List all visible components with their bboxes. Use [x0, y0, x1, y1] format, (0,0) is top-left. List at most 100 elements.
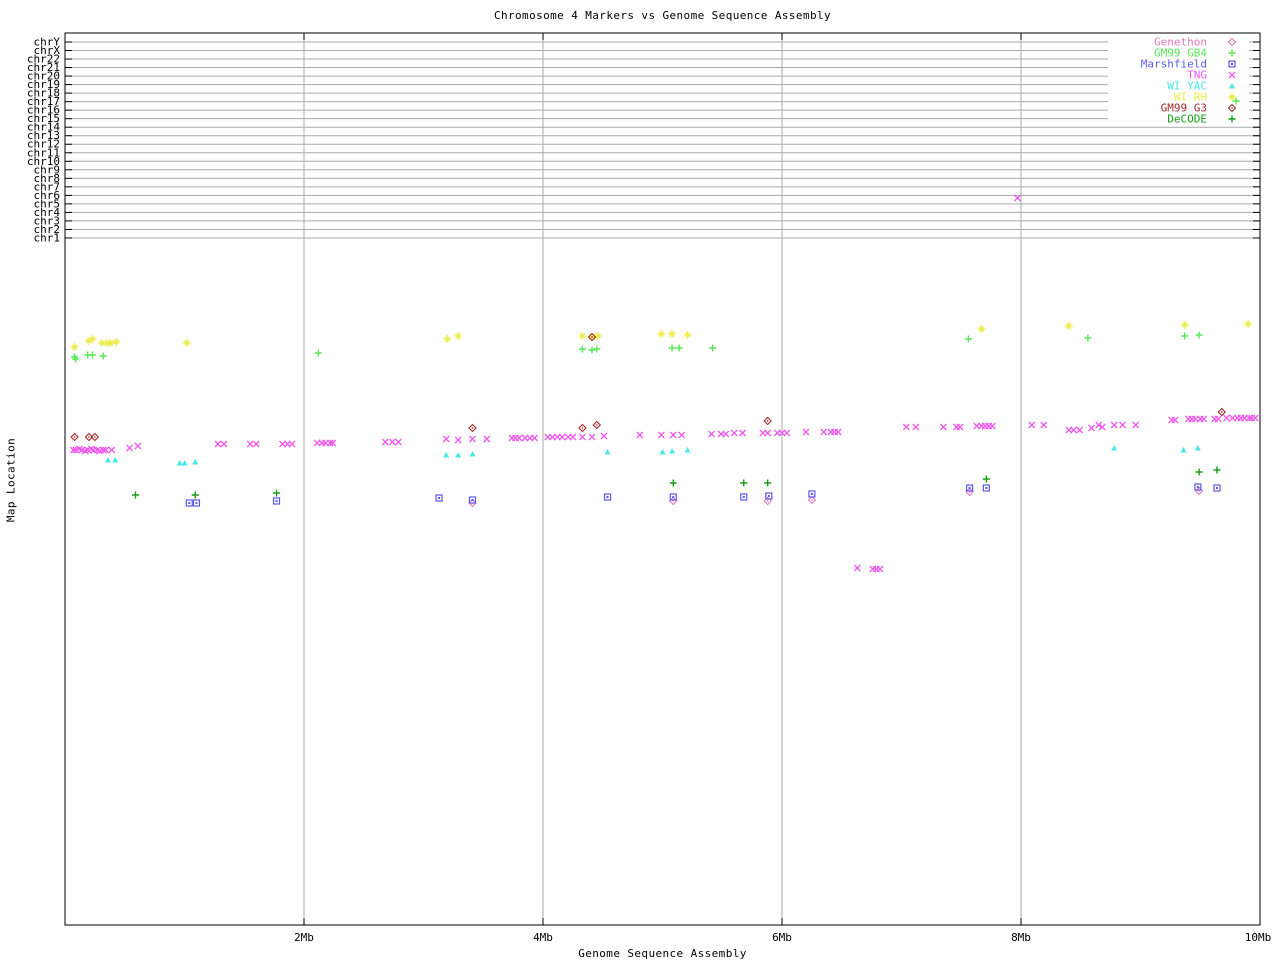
data-point-tng	[214, 440, 222, 448]
data-point-gm99-g3	[90, 432, 100, 442]
data-point-wi-rh	[683, 331, 692, 339]
data-point-decode	[669, 479, 677, 487]
x-tick-label: 6Mb	[772, 931, 792, 944]
data-point-wi-yac	[181, 460, 188, 466]
data-point-tng	[876, 565, 884, 573]
data-point-decode	[982, 475, 990, 483]
data-point-marshfield	[1194, 483, 1202, 491]
data-point-tng	[1223, 414, 1230, 422]
data-point-gm99-gb4	[675, 344, 683, 352]
x-axis-label: Genome Sequence Assembly	[578, 947, 747, 960]
data-point-tng	[246, 440, 254, 448]
data-point-tng	[678, 431, 686, 439]
data-point-wi-rh	[112, 338, 121, 346]
data-point-decode	[191, 491, 199, 499]
chromosome-label: chr21	[27, 61, 60, 74]
data-point-genethon	[1194, 486, 1204, 496]
data-point-wi-yac	[112, 457, 119, 463]
legend-marker	[1228, 115, 1236, 123]
data-point-tng	[1088, 424, 1095, 432]
data-point-tng	[394, 438, 402, 446]
data-point-tng	[326, 439, 334, 447]
data-point-wi-yac	[604, 449, 611, 455]
chromosome-label: chr16	[27, 104, 60, 117]
data-point-tng	[388, 438, 396, 446]
data-point-decode	[132, 491, 140, 499]
plot-border	[64, 32, 1261, 926]
chromosome-label: chr4	[34, 206, 61, 219]
data-point-marshfield	[765, 492, 773, 500]
data-point-tng	[588, 433, 596, 441]
data-point-wi-rh	[1244, 320, 1253, 328]
data-point-tng	[1076, 426, 1084, 434]
data-point-tng	[454, 436, 462, 444]
data-point-wi-yac	[105, 457, 112, 463]
data-point-tng	[69, 446, 77, 454]
data-point-wi-yac	[1111, 445, 1118, 451]
x-tick-label: 4Mb	[533, 931, 553, 944]
data-point-decode	[1213, 466, 1221, 474]
data-point-tng	[1200, 415, 1208, 423]
data-point-marshfield	[740, 493, 748, 501]
data-point-wi-rh	[98, 339, 107, 347]
data-point-wi-yac	[1180, 447, 1187, 453]
legend-label: WI YAC	[1167, 80, 1207, 93]
data-point-tng	[531, 434, 539, 442]
data-point-gm99-g3	[763, 416, 772, 426]
data-point-wi-rh	[657, 330, 666, 338]
data-point-tng	[739, 429, 747, 437]
data-point-tng	[939, 423, 947, 431]
legend-marker	[1228, 49, 1236, 57]
chromosome-label: chr6	[34, 189, 61, 202]
data-point-gm99-gb4	[578, 345, 586, 353]
data-point-wi-rh	[88, 335, 97, 343]
chromosome-label: chr22	[27, 53, 60, 66]
data-point-marshfield	[966, 484, 974, 492]
data-point-tng	[600, 432, 608, 440]
chromosome-label: chr2	[34, 223, 61, 236]
legend-background	[1108, 36, 1249, 126]
x-tick-label: 10Mb	[1245, 931, 1272, 944]
chromosome-label: chr5	[34, 197, 61, 210]
data-point-gm99-gb4	[1232, 97, 1240, 105]
data-point-gm99-gb4	[1084, 334, 1092, 342]
data-point-tng	[108, 446, 116, 454]
data-point-tng	[1132, 421, 1140, 429]
data-point-tng	[515, 434, 523, 442]
data-point-gm99-gb4	[668, 344, 676, 352]
data-point-decode	[764, 479, 772, 487]
data-point-tng	[102, 446, 110, 454]
chromosome-label: chr12	[27, 138, 60, 151]
data-point-tng	[469, 435, 476, 443]
chromosome-label: chr9	[34, 163, 61, 176]
chromosome-label: chr8	[34, 172, 61, 185]
chromosome-label: chr3	[34, 214, 61, 227]
data-point-tng	[1013, 194, 1021, 202]
chromosome-label: chr20	[27, 70, 60, 83]
data-point-marshfield	[808, 490, 816, 498]
data-point-decode	[1195, 468, 1203, 476]
data-point-tng	[569, 433, 577, 441]
data-point-genethon	[807, 495, 817, 505]
data-point-wi-rh	[106, 339, 115, 347]
data-point-wi-rh	[578, 332, 587, 340]
legend-label: GM99 G3	[1161, 102, 1207, 115]
data-point-tng	[1110, 421, 1118, 429]
data-point-marshfield	[272, 497, 281, 505]
legend-marker	[1228, 93, 1236, 101]
data-point-tng	[558, 433, 566, 441]
data-point-wi-rh	[1064, 322, 1073, 330]
data-point-wi-yac	[443, 452, 450, 458]
chromosome-label: chr11	[27, 146, 60, 159]
data-point-gm99-gb4	[314, 349, 322, 357]
data-point-tng	[252, 440, 260, 448]
x-tick-label: 8Mb	[1011, 931, 1031, 944]
data-point-tng	[722, 430, 730, 438]
data-point-tng	[783, 429, 791, 437]
data-point-marshfield	[982, 484, 990, 492]
data-point-gm99-gb4	[593, 345, 601, 353]
data-point-tng	[956, 423, 964, 431]
data-point-wi-yac	[669, 448, 676, 454]
data-point-tng	[1095, 421, 1103, 429]
